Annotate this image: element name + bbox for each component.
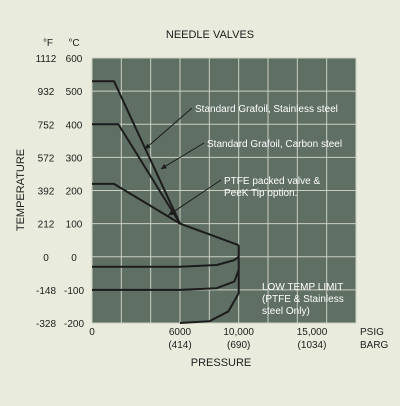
annotation-label: PeeK Tip option. xyxy=(224,188,297,199)
y-tick-label-fahrenheit: 212 xyxy=(38,220,55,231)
x-tick-sublabel: (1034) xyxy=(298,340,327,351)
y-tick-label-celsius: 500 xyxy=(66,87,83,98)
y-tick-label-fahrenheit: 752 xyxy=(38,120,55,131)
y-tick-label-celsius: -200 xyxy=(64,319,84,330)
annotation-label: Standard Grafoil, Carbon steel xyxy=(207,139,342,150)
annotation-leader-line xyxy=(167,179,222,216)
series-line xyxy=(92,80,181,225)
annotation-arrowhead xyxy=(168,210,175,216)
x-tick-label: 6000 xyxy=(169,327,192,338)
y-tick-label-fahrenheit: 1112 xyxy=(36,54,57,65)
y-tick-label-fahrenheit: 0 xyxy=(43,253,49,264)
x-tick-label: 0 xyxy=(89,327,95,338)
y-unit-right: °C xyxy=(68,38,79,49)
series-line xyxy=(92,269,240,291)
y-tick-label-celsius: -100 xyxy=(64,286,84,297)
y-tick-label-celsius: 200 xyxy=(66,187,83,198)
annotations-group: Standard Grafoil, Stainless steel Standar… xyxy=(144,104,344,317)
plot-area-group xyxy=(91,57,357,324)
annotation-leader-line xyxy=(144,107,193,150)
series-line xyxy=(92,255,240,268)
y-tick-label-fahrenheit: 572 xyxy=(38,153,55,164)
x-tick-label: 10,000 xyxy=(223,327,254,338)
y-axis-label: TEMPERATURE xyxy=(15,149,27,231)
y-tick-label-celsius: 100 xyxy=(66,220,83,231)
annotation-arrowhead xyxy=(160,163,167,169)
series-line xyxy=(92,123,181,225)
annotation-label: (PTFE & Stainless xyxy=(262,294,344,305)
text-group: NEEDLE VALVES °F °C PRESSURE PSIG BARG T… xyxy=(15,29,389,369)
annotation-label: steel Only) xyxy=(262,306,310,317)
x-axis-label: PRESSURE xyxy=(191,357,252,369)
y-tick-label-celsius: 600 xyxy=(66,54,83,65)
y-tick-label-fahrenheit: 392 xyxy=(38,187,55,198)
x-tick-sublabel: (690) xyxy=(227,340,250,351)
y-unit-left: °F xyxy=(43,38,53,49)
x-tick-label: 15,000 xyxy=(297,327,328,338)
x-tick-sublabel: (414) xyxy=(168,340,191,351)
annotation-label: PTFE packed valve & xyxy=(224,176,320,187)
series-line xyxy=(179,245,240,324)
y-tick-label-celsius: 400 xyxy=(66,120,83,131)
x-unit-secondary: BARG xyxy=(360,340,389,351)
chart-title: NEEDLE VALVES xyxy=(166,29,254,41)
y-tick-label-celsius: 0 xyxy=(71,253,77,264)
y-tick-label-fahrenheit: -148 xyxy=(36,286,56,297)
x-unit-primary: PSIG xyxy=(360,327,384,338)
y-tick-label-fahrenheit: -328 xyxy=(36,319,56,330)
annotation-arrowhead xyxy=(144,143,151,150)
y-tick-label-celsius: 300 xyxy=(66,153,83,164)
annotation-label: LOW TEMP LIMIT xyxy=(262,282,343,293)
series-line xyxy=(92,182,240,247)
annotation-label: Standard Grafoil, Stainless steel xyxy=(195,104,338,115)
annotation-leader-line xyxy=(160,142,205,170)
y-tick-label-fahrenheit: 932 xyxy=(38,87,55,98)
